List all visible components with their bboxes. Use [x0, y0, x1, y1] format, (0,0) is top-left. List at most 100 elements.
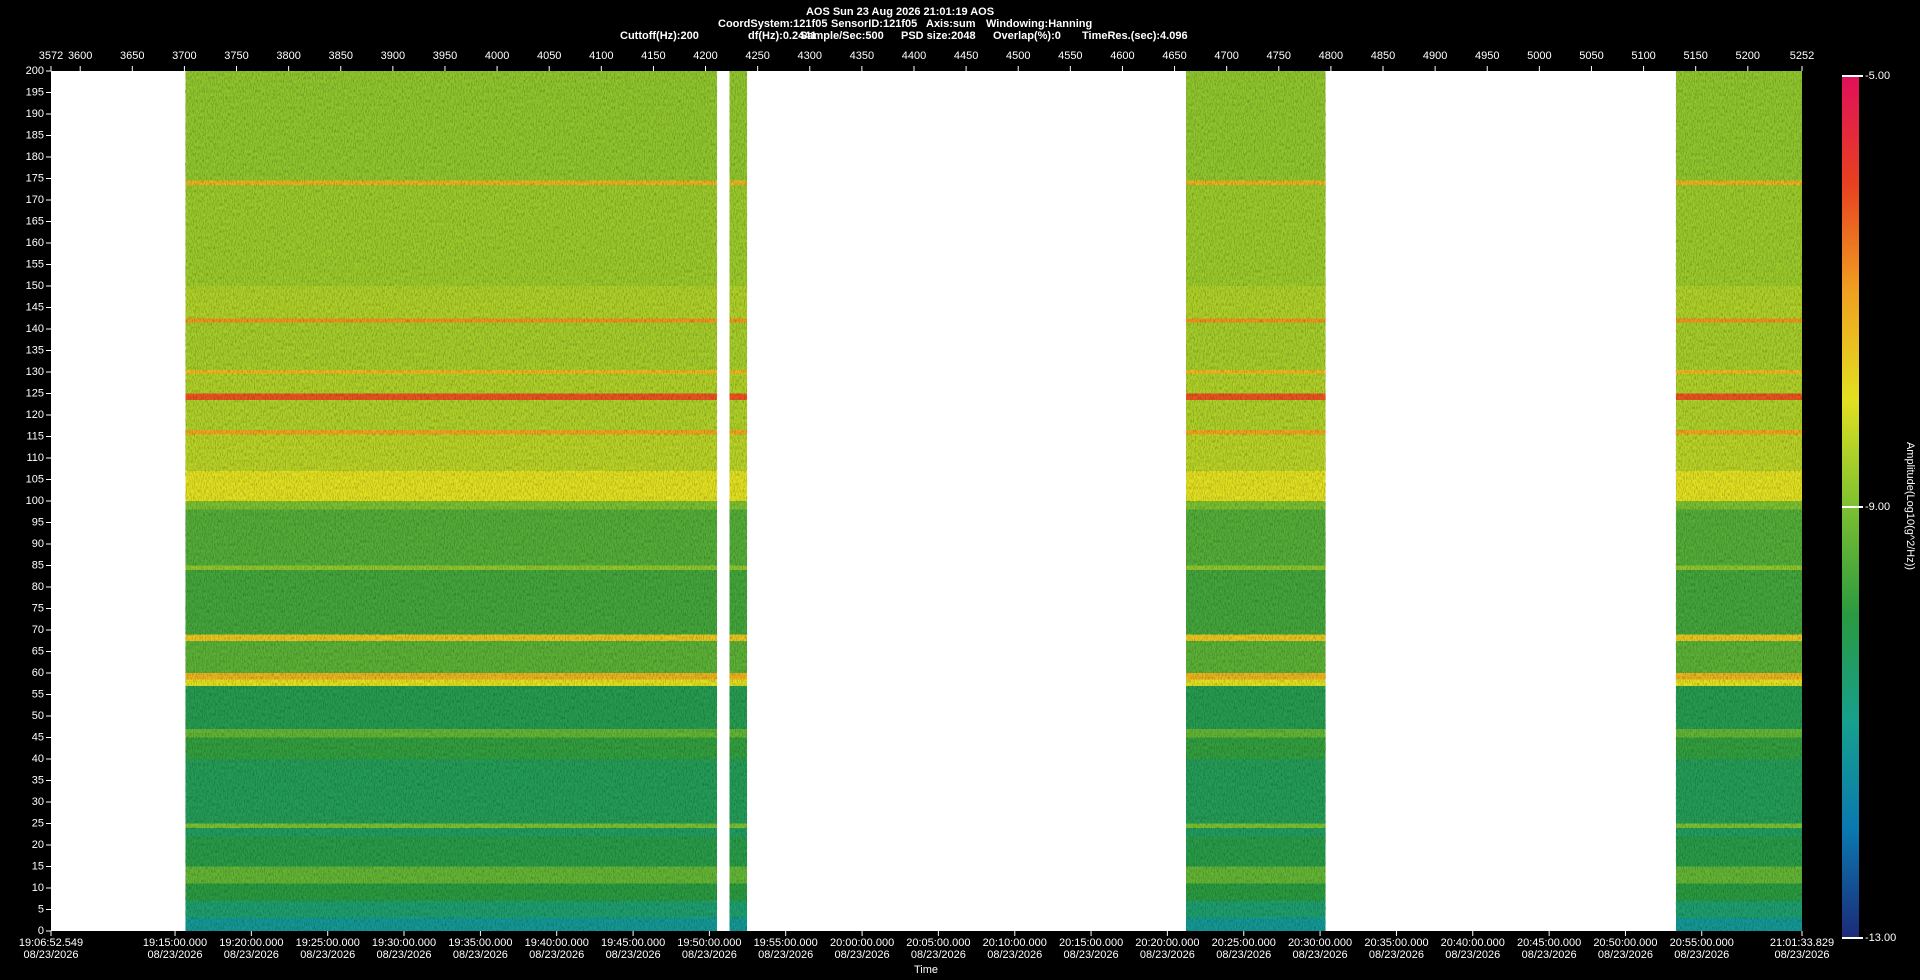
x-tick-label: 4200	[693, 50, 717, 62]
y-tick-label: 75	[32, 602, 44, 614]
y-tick-label: 5	[38, 903, 44, 915]
y-tick-label: 195	[26, 86, 44, 98]
x-tick-label: 5150	[1683, 50, 1707, 62]
x-tick-label: 4250	[745, 50, 769, 62]
time-tick-date: 08/23/2026	[300, 949, 355, 961]
x-tick-label: 3950	[433, 50, 457, 62]
colorbar-tick-label: -5.00	[1865, 70, 1890, 82]
x-tick-label: 5050	[1579, 50, 1603, 62]
y-tick-label: 160	[26, 237, 44, 249]
time-tick-date: 08/23/2026	[682, 949, 737, 961]
y-tick-label: 35	[32, 774, 44, 786]
y-tick-label: 45	[32, 731, 44, 743]
time-tick-label: 19:20:00.000	[219, 937, 283, 949]
y-tick-label: 150	[26, 280, 44, 292]
time-tick-date: 08/23/2026	[1369, 949, 1424, 961]
header-field: CoordSystem:121f05	[718, 18, 827, 30]
x-tick-label: 5000	[1527, 50, 1551, 62]
header-field: df(Hz):0.2441	[748, 30, 816, 42]
y-tick-label: 190	[26, 108, 44, 120]
y-tick-label: 15	[32, 860, 44, 872]
y-tick-label: 110	[26, 452, 44, 464]
x-tick-label: 4050	[537, 50, 561, 62]
time-tick-label: 20:20:00.000	[1135, 937, 1199, 949]
y-tick-label: 25	[32, 817, 44, 829]
x-tick-label: 5100	[1631, 50, 1655, 62]
x-tick-label: 3572	[39, 50, 63, 62]
x-tick-label: 4650	[1162, 50, 1186, 62]
time-tick-date: 08/23/2026	[376, 949, 431, 961]
time-tick-label: 19:06:52.549	[19, 937, 83, 949]
x-tick-label: 3650	[120, 50, 144, 62]
chart-title: AOS Sun 23 Aug 2026 21:01:19 AOS	[806, 6, 994, 18]
y-tick-label: 155	[26, 258, 44, 270]
y-tick-label: 170	[26, 194, 44, 206]
x-tick-label: 3700	[172, 50, 196, 62]
y-tick-label: 175	[26, 172, 44, 184]
x-tick-label: 5200	[1736, 50, 1760, 62]
header-field: SensorID:121f05	[831, 18, 917, 30]
x-tick-label: 4750	[1267, 50, 1291, 62]
time-tick-date: 08/23/2026	[1293, 949, 1348, 961]
time-tick-label: 19:35:00.000	[448, 937, 512, 949]
y-tick-label: 60	[32, 667, 44, 679]
y-tick-label: 40	[32, 753, 44, 765]
time-tick-date: 08/23/2026	[1774, 949, 1829, 961]
y-tick-label: 125	[26, 387, 44, 399]
time-tick-label: 19:25:00.000	[296, 937, 360, 949]
y-tick-label: 180	[26, 151, 44, 163]
x-tick-label: 4000	[485, 50, 509, 62]
time-tick-date: 08/23/2026	[1064, 949, 1119, 961]
colorbar-tick-label: -13.00	[1865, 932, 1896, 944]
x-tick-label: 4900	[1423, 50, 1447, 62]
time-tick-date: 08/23/2026	[1445, 949, 1500, 961]
x-tick-label: 4700	[1214, 50, 1238, 62]
x-tick-label: 4550	[1058, 50, 1082, 62]
y-tick-label: 65	[32, 645, 44, 657]
y-tick-label: 135	[26, 344, 44, 356]
header-field: TimeRes.(sec):4.096	[1082, 30, 1188, 42]
time-tick-date: 08/23/2026	[1140, 949, 1195, 961]
time-tick-date: 08/23/2026	[1598, 949, 1653, 961]
time-tick-label: 20:35:00.000	[1364, 937, 1428, 949]
y-tick-label: 95	[32, 516, 44, 528]
y-tick-label: 105	[26, 473, 44, 485]
x-tick-label: 3750	[224, 50, 248, 62]
y-tick-label: 115	[26, 430, 44, 442]
header-field: Overlap(%):0	[993, 30, 1061, 42]
time-tick-label: 20:00:00.000	[830, 937, 894, 949]
header-field: Axis:sum	[926, 18, 976, 30]
time-tick-label: 19:15:00.000	[143, 937, 207, 949]
time-tick-label: 21:01:33.829	[1770, 937, 1834, 949]
y-tick-label: 100	[26, 495, 44, 507]
header-field: Sample/Sec:500	[800, 30, 884, 42]
y-tick-label: 80	[32, 581, 44, 593]
time-tick-label: 20:45:00.000	[1517, 937, 1581, 949]
y-tick-label: 200	[26, 65, 44, 77]
y-tick-label: 140	[26, 323, 44, 335]
y-tick-label: 20	[32, 839, 44, 851]
time-tick-date: 08/23/2026	[606, 949, 661, 961]
time-tick-label: 20:30:00.000	[1288, 937, 1352, 949]
x-tick-label: 3800	[276, 50, 300, 62]
y-tick-label: 30	[32, 796, 44, 808]
y-tick-label: 130	[26, 366, 44, 378]
time-tick-date: 08/23/2026	[1674, 949, 1729, 961]
x-tick-label: 4350	[850, 50, 874, 62]
x-tick-label: 4850	[1371, 50, 1395, 62]
header-field: PSD size:2048	[901, 30, 976, 42]
time-tick-date: 08/23/2026	[529, 949, 584, 961]
y-tick-label: 90	[32, 538, 44, 550]
y-tick-label: 70	[32, 624, 44, 636]
colorbar-tick-label: -9.00	[1865, 501, 1890, 513]
x-tick-label: 4400	[902, 50, 926, 62]
time-tick-label: 19:30:00.000	[372, 937, 436, 949]
x-tick-label: 4500	[1006, 50, 1030, 62]
y-tick-label: 0	[38, 925, 44, 937]
x-tick-label: 4100	[589, 50, 613, 62]
x-tick-label: 4150	[641, 50, 665, 62]
x-tick-label: 4300	[798, 50, 822, 62]
time-tick-date: 08/23/2026	[987, 949, 1042, 961]
time-tick-label: 20:05:00.000	[906, 937, 970, 949]
